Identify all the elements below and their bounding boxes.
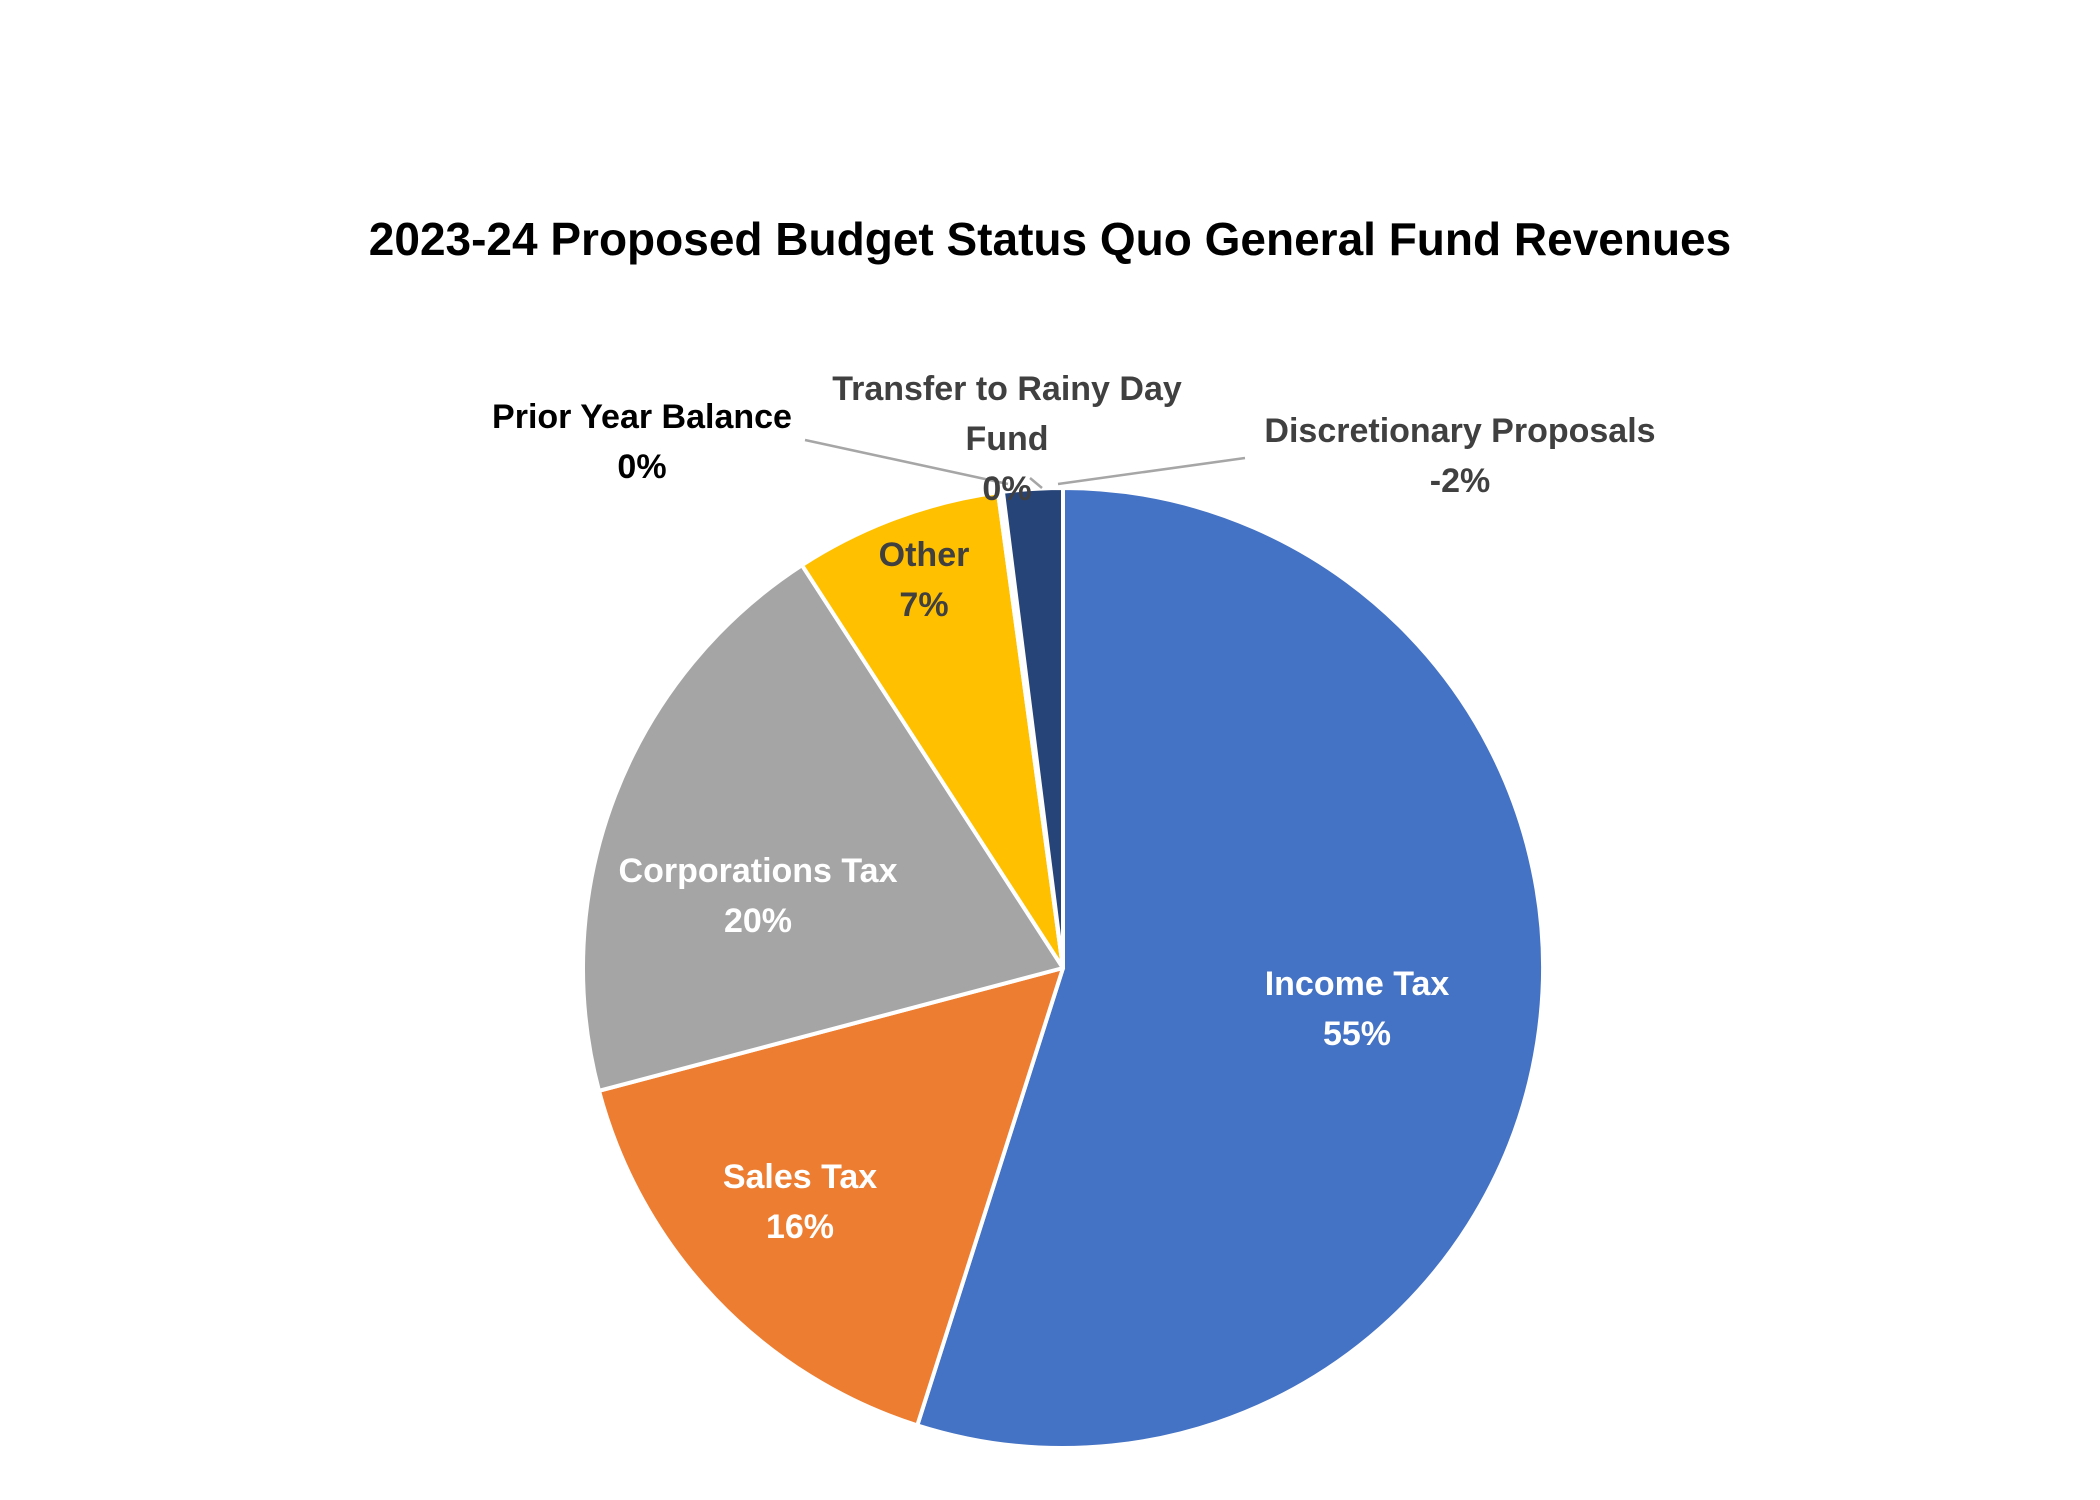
data-label-category: Prior Year Balance: [492, 398, 792, 436]
leader-lines: [804, 438, 1246, 489]
data-label-prior-year-balance: Prior Year Balance 0%: [492, 398, 792, 486]
data-label-income-tax: Income Tax 55%: [1265, 965, 1450, 1053]
leader-line-transfer-to-rainy-day-fund: [1029, 477, 1043, 489]
data-label-value: 20%: [724, 902, 792, 940]
data-label-category: Income Tax: [1265, 965, 1450, 1003]
pie-slices: [581, 486, 1545, 1450]
data-label-value: -2%: [1430, 462, 1490, 500]
data-label-value: 0%: [617, 448, 666, 486]
data-label-value: 55%: [1323, 1015, 1391, 1053]
data-label-value: 0%: [982, 470, 1031, 508]
leader-line-discretionary-proposals: [1057, 456, 1246, 486]
leader-line-prior-year-balance: [804, 438, 1009, 486]
data-label-category: Sales Tax: [723, 1158, 877, 1196]
data-label-transfer-to-rainy-day-fund: Transfer to Rainy Day Fund 0%: [832, 370, 1182, 508]
pie-slice-other: [799, 490, 1065, 970]
pie-slice-sales-tax: [596, 966, 1065, 1428]
data-label-category: Transfer to Rainy Day: [832, 370, 1182, 408]
data-label-category: Fund: [965, 420, 1048, 458]
data-labels: Income Tax 55% Sales Tax 16% Corporations Ta…: [492, 370, 1656, 1246]
data-label-value: 16%: [766, 1208, 834, 1246]
chart-title: 2023-24 Proposed Budget Status Quo Gener…: [368, 213, 1732, 265]
data-label-category: Corporations Tax: [619, 852, 898, 890]
data-label-other: Other 7%: [879, 536, 970, 624]
pie-slice-discretionary-proposals: [1000, 486, 1065, 970]
data-label-sales-tax: Sales Tax 16%: [723, 1158, 877, 1246]
pie-slice-income-tax: [915, 486, 1545, 1450]
data-label-category: Discretionary Proposals: [1264, 412, 1655, 450]
data-label-discretionary-proposals: Discretionary Proposals -2%: [1264, 412, 1655, 500]
data-label-category: Other: [879, 536, 970, 574]
pie-slice-corporations-tax: [581, 563, 1065, 1093]
data-label-value: 7%: [899, 586, 948, 624]
data-label-corporations-tax: Corporations Tax 20%: [619, 852, 898, 940]
